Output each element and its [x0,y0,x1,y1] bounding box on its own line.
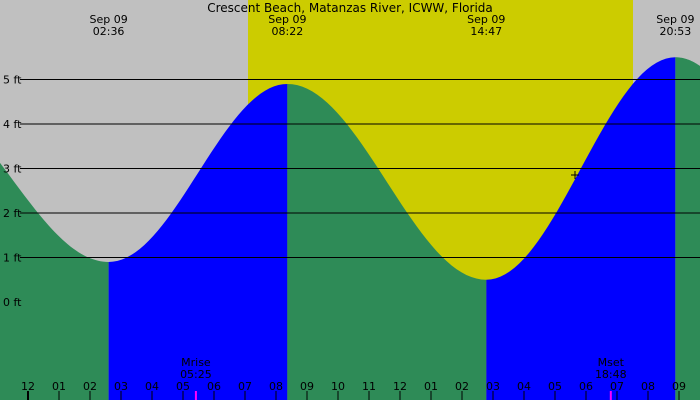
y-tick-label: 0 ft [3,296,22,309]
moon-event-time: 05:25 [180,368,212,381]
chart-title: Crescent Beach, Matanzas River, ICWW, Fl… [207,1,493,15]
peak-date-label: Sep 09 [268,13,306,26]
falling-tide-segment [0,162,109,400]
cursor-marker [571,171,579,179]
falling-tide-segment [675,57,700,400]
x-tick-label: 02 [83,380,97,393]
x-tick-label: 1 [0,380,1,393]
x-tick-label: 01 [424,380,438,393]
x-tick-label: 06 [207,380,221,393]
rising-tide-segment [486,57,676,400]
y-tick-label: 3 ft [3,163,22,176]
x-tick-label: 08 [641,380,655,393]
x-tick-label: 05 [548,380,562,393]
x-tick-label: 09 [300,380,314,393]
x-tick-label: 04 [145,380,159,393]
peak-time-label: 14:47 [470,25,502,38]
peak-date-label: Sep 09 [89,13,127,26]
x-tick-label: 11 [362,380,376,393]
x-tick-label: 03 [114,380,128,393]
x-tick-label: 12 [393,380,407,393]
x-tick-label: 04 [517,380,531,393]
x-tick-label: 09 [672,380,686,393]
rising-tide-segment [108,83,288,400]
y-tick-label: 5 ft [3,74,22,87]
x-tick-label: 08 [269,380,283,393]
peak-date-label: Sep 09 [467,13,505,26]
y-tick-label: 1 ft [3,252,22,265]
x-tick-label: 10 [331,380,345,393]
x-tick-label: 02 [455,380,469,393]
falling-tide-segment [287,83,487,400]
y-axis-labels: 5 ft 4 ft 3 ft 2 ft 1 ft 0 ft [3,74,22,310]
x-tick-label: 12 [21,380,35,393]
x-tick-label: 05 [176,380,190,393]
peak-time-label: 20:53 [660,25,692,38]
tide-area [0,57,700,400]
x-tick-label: 03 [486,380,500,393]
x-tick-label: 07 [610,380,624,393]
x-tick-label: 01 [52,380,66,393]
peak-time-label: 02:36 [93,25,125,38]
moon-event-time: 18:48 [595,368,627,381]
moon-event-label: Mset [598,356,625,369]
moon-event-label: Mrise [181,356,211,369]
x-axis-labels: 1 12 01 02 03 04 05 06 07 08 09 10 11 12 01 02 03 04 05 06 0… [0,380,686,400]
y-tick-label: 2 ft [3,207,22,220]
y-tick-label: 4 ft [3,118,22,131]
peak-time-label: 08:22 [272,25,304,38]
x-tick-label: 07 [238,380,252,393]
y-gridlines [20,79,700,258]
peak-date-label: Sep 09 [656,13,694,26]
x-tick-label: 06 [579,380,593,393]
